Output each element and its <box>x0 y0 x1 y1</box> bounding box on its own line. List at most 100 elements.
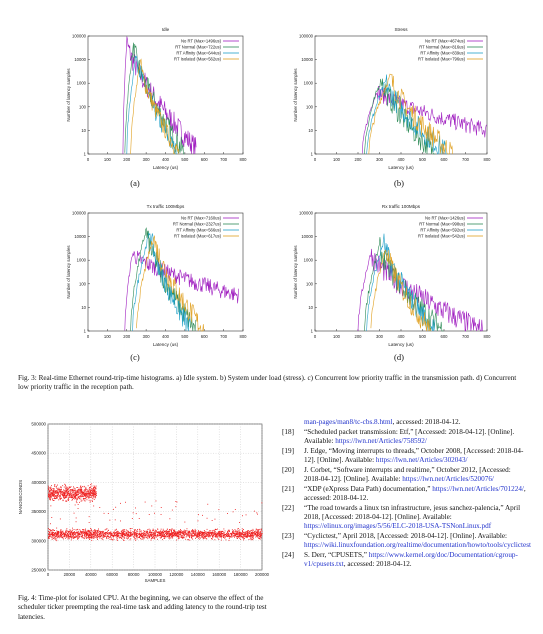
y-axis-label: Number of latency samples <box>66 68 71 122</box>
reference-item: [21] “XDP (eXpress Data Path) documentati… <box>282 485 528 503</box>
y-axis-label: NANOSECONDS <box>18 480 23 514</box>
reference-link[interactable]: https://wiki.linuxfoundation.org/realtim… <box>304 541 532 549</box>
x-axis-label: Latency (us) <box>153 165 179 170</box>
series-line-isolated <box>130 58 180 155</box>
x-tick-label: 140000 <box>191 572 206 577</box>
y-tick-label: 100000 <box>299 34 314 39</box>
y-tick-label: 100000 <box>299 211 314 216</box>
y-tick-label: 450000 <box>31 451 46 456</box>
x-tick-label: 800 <box>240 334 248 339</box>
y-tick-label: 1 <box>84 329 87 334</box>
figure-3-caption: Fig. 3: Real-time Ethernet round-trip-ti… <box>18 374 528 393</box>
x-tick-label: 0 <box>314 334 317 339</box>
x-tick-label: 100000 <box>148 572 163 577</box>
x-tick-label: 300 <box>376 334 384 339</box>
series-line-affinity <box>366 74 448 155</box>
reference-item: [20] J. Corbet, “Software interrupts and … <box>282 466 528 484</box>
y-axis-label: Number of latency samples <box>293 68 298 122</box>
figure-3-text: Real-time Ethernet round-trip-time histo… <box>18 374 517 392</box>
x-tick-label: 160000 <box>212 572 227 577</box>
x-tick-label: 800 <box>484 334 492 339</box>
histogram-rx-traffic: Rx traffic 100Mbps 1 10 100 1000 10000 100000 0… <box>293 204 492 347</box>
series-line-isolated <box>370 249 432 332</box>
x-axis-label: Latency (us) <box>388 165 414 170</box>
x-tick-label: 40000 <box>85 572 97 577</box>
reference-item: [19] J. Edge, “Moving interrupts to threa… <box>282 447 528 465</box>
y-tick-label: 100 <box>306 104 314 109</box>
legend-entry: No RT (Max=7160us) <box>181 216 222 221</box>
series-line-normal <box>364 78 436 155</box>
figure-4-label: Fig. 4: <box>18 594 37 602</box>
figure-4-text: Time-plot for isolated CPU. At the begin… <box>18 594 267 621</box>
reference-link[interactable]: https://elinux.org/images/5/56/ELC-2018-… <box>304 522 492 530</box>
histogram-stress: Stress 1 10 100 1000 10000 100000 0 100 200 300 400… <box>293 27 492 170</box>
y-tick-label: 400000 <box>31 480 46 485</box>
reference-number: [20] <box>282 466 294 474</box>
reference-text: S. Derr, “CPUSETS,” <box>304 551 369 559</box>
y-tick-label: 100000 <box>72 34 87 39</box>
reference-link[interactable]: man-pages/man8/tc-cbs.8.html <box>304 418 393 426</box>
reference-text: “The road towards a linux tsn infrastruc… <box>304 504 521 521</box>
reference-text: “Cyclictest,” April 2018, [Accessed: 201… <box>304 532 508 540</box>
y-tick-label: 100 <box>79 281 87 286</box>
x-tick-label: 60000 <box>106 572 118 577</box>
reference-number: [22] <box>282 504 294 512</box>
legend-entry: No RT (Max=4674us) <box>425 39 466 44</box>
legend-entry: No RT (Max=1496us) <box>181 39 222 44</box>
legend-entry: RT Affinity (Max=592us) <box>420 228 465 233</box>
x-tick-label: 120000 <box>169 572 184 577</box>
x-axis-label: SAMPLES <box>145 578 166 583</box>
reference-number: [18] <box>282 428 294 436</box>
x-tick-label: 80000 <box>128 572 140 577</box>
subfigure-label-a: (a) <box>130 178 140 188</box>
y-tick-label: 1 <box>311 152 314 157</box>
legend-entry: No RT (Max=1426us) <box>425 216 466 221</box>
y-tick-label: 100 <box>79 104 87 109</box>
legend-entry: RT Isolated (Max=617us) <box>174 234 222 239</box>
x-axis-label: Latency (us) <box>153 342 179 347</box>
reference-link[interactable]: https://lwn.net/Articles/520076/ <box>402 475 494 483</box>
reference-item: [23] “Cyclictest,” April 2018, [Accessed:… <box>282 532 532 550</box>
x-tick-label: 200 <box>123 334 131 339</box>
x-tick-label: 700 <box>220 334 228 339</box>
y-tick-label: 350000 <box>31 509 46 514</box>
series-line-isolated <box>368 73 453 155</box>
reference-continued: man-pages/man8/tc-cbs.8.html, accessed: … <box>304 418 461 426</box>
y-tick-label: 10000 <box>74 234 86 239</box>
y-tick-label: 10 <box>81 128 86 133</box>
y-tick-label: 10 <box>308 128 313 133</box>
reference-link[interactable]: https://lwn.net/Articles/758592/ <box>335 437 427 445</box>
series-line-isolated <box>136 235 205 332</box>
reference-link[interactable]: https://www.kernel.org/doc/Documentation… <box>304 551 518 568</box>
legend-entry: RT Normal (Max=998us) <box>419 222 465 227</box>
y-axis-label: Number of latency samples <box>293 245 298 299</box>
x-tick-label: 600 <box>201 157 209 162</box>
legend-entry: RT Isolated (Max=542us) <box>418 234 466 239</box>
series-line-normal <box>130 227 197 332</box>
reference-item: [24] S. Derr, “CPUSETS,” https://www.kern… <box>282 551 528 569</box>
reference-text: J. Corbet, “Software interrupts and real… <box>304 466 511 483</box>
x-tick-label: 800 <box>484 157 492 162</box>
x-tick-label: 400 <box>162 157 170 162</box>
reference-tail: , accessed: 2018-04-12. <box>304 485 526 502</box>
x-tick-label: 100 <box>333 334 341 339</box>
x-tick-label: 300 <box>143 157 151 162</box>
subfigure-label-d: (d) <box>394 352 404 362</box>
x-tick-label: 0 <box>87 157 90 162</box>
x-tick-label: 180000 <box>234 572 249 577</box>
x-tick-label: 600 <box>201 334 209 339</box>
series-line-nort <box>357 248 483 332</box>
cpu-time-plot: 250000 300000 350000 400000 450000 500000 0 200… <box>18 422 270 584</box>
x-tick-label: 200 <box>355 334 363 339</box>
x-tick-label: 500 <box>181 157 189 162</box>
reference-link[interactable]: https://lwn.net/Articles/701224/ <box>432 485 524 493</box>
reference-link[interactable]: https://lwn.net/Articles/302043/ <box>375 456 468 464</box>
x-tick-label: 200 <box>123 157 131 162</box>
x-tick-label: 700 <box>220 157 228 162</box>
reference-number: [19] <box>282 447 294 455</box>
x-tick-label: 600 <box>441 157 449 162</box>
x-tick-label: 300 <box>143 334 151 339</box>
x-tick-label: 200000 <box>255 572 270 577</box>
histogram-title: Tx traffic 100Mbps <box>147 204 185 209</box>
x-tick-label: 400 <box>398 157 406 162</box>
